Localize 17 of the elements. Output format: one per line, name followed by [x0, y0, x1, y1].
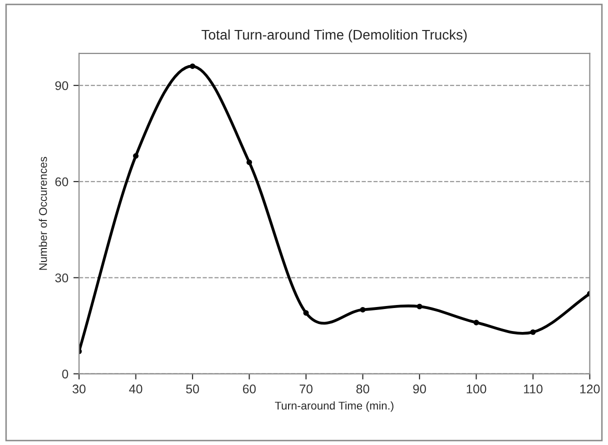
chart-title: Total Turn-around Time (Demolition Trucks) [202, 29, 467, 42]
x-tick-label: 40 [129, 384, 142, 394]
y-axis-title: Number of Occurences [38, 156, 47, 270]
x-tick-label: 100 [466, 384, 486, 394]
x-tick-label: 90 [413, 384, 426, 394]
x-tick-label: 120 [580, 384, 600, 394]
x-tick-label: 50 [186, 384, 199, 394]
x-axis-title: Turn-around Time (min.) [274, 401, 394, 412]
x-tick-label: 70 [300, 384, 312, 394]
y-tick-label: 30 [55, 273, 68, 282]
y-tick-label: 0 [62, 370, 68, 378]
y-tick-label: 60 [55, 177, 68, 186]
x-tick-label: 80 [356, 384, 370, 394]
x-tick-label: 60 [242, 384, 256, 394]
x-tick-label: 110 [524, 384, 542, 394]
x-tick-label: 30 [72, 384, 86, 394]
y-tick-label: 90 [55, 81, 68, 90]
